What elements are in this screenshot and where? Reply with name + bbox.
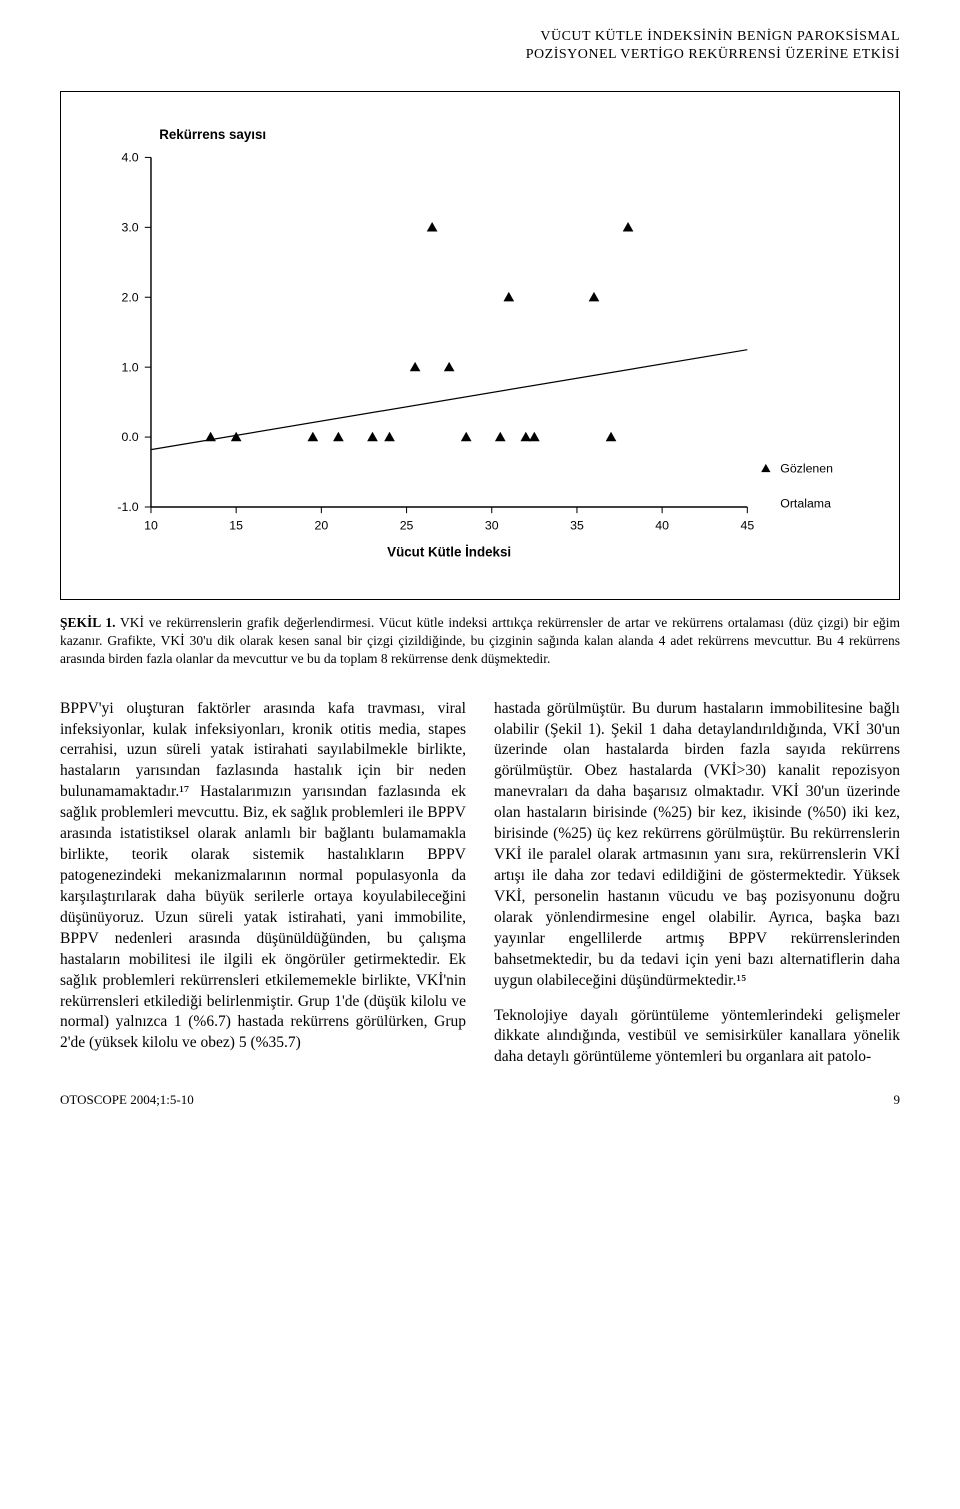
x-tick-label: 30 bbox=[485, 519, 499, 533]
y-tick-label: 4.0 bbox=[121, 151, 138, 165]
x-tick-label: 25 bbox=[400, 519, 414, 533]
running-head-line2: POZİSYONEL VERTİGO REKÜRRENSİ ÜZERİNE ET… bbox=[526, 47, 900, 62]
scatter-chart: Rekürrens sayısı -1.0 0.0 1.0 2.0 3.0 4.0 10 15 2… bbox=[79, 106, 881, 579]
footer-left: OTOSCOPE 2004;1:5-10 bbox=[60, 1092, 194, 1108]
y-tick-label: -1.0 bbox=[117, 500, 138, 514]
legend-observed: Gözlenen bbox=[780, 462, 833, 476]
legend-mean: Ortalama bbox=[780, 497, 831, 511]
running-head: VÜCUT KÜTLE İNDEKSİNİN BENİGN PAROKSİSMA… bbox=[60, 28, 900, 63]
body-right-p2: Teknolojiye dayalı görüntüleme yöntemler… bbox=[494, 1006, 900, 1069]
y-tick-label: 1.0 bbox=[121, 360, 138, 374]
body-columns: BPPV'yi oluşturan faktörler arasında kaf… bbox=[60, 699, 900, 1083]
x-tick-label: 40 bbox=[655, 519, 669, 533]
y-tick-label: 3.0 bbox=[121, 220, 138, 234]
body-right-p1: hastada görülmüştür. Bu durum hastaların… bbox=[494, 699, 900, 992]
footer-right: 9 bbox=[894, 1092, 901, 1108]
x-tick-label: 10 bbox=[144, 519, 158, 533]
figure-frame: Rekürrens sayısı -1.0 0.0 1.0 2.0 3.0 4.0 10 15 2… bbox=[60, 91, 900, 600]
x-tick-label: 20 bbox=[315, 519, 329, 533]
y-axis-title: Rekürrens sayısı bbox=[159, 127, 266, 142]
y-tick-label: 0.0 bbox=[121, 430, 138, 444]
column-left: BPPV'yi oluşturan faktörler arasında kaf… bbox=[60, 699, 466, 1083]
footer: OTOSCOPE 2004;1:5-10 9 bbox=[60, 1092, 900, 1108]
figure-caption-label: ŞEKİL 1. bbox=[60, 615, 115, 630]
x-axis-title: Vücut Kütle İndeksi bbox=[387, 544, 511, 559]
figure-caption-text: VKİ ve rekürrenslerin grafik değerlendir… bbox=[60, 615, 900, 666]
x-tick-label: 35 bbox=[570, 519, 584, 533]
running-head-line1: VÜCUT KÜTLE İNDEKSİNİN BENİGN PAROKSİSMA… bbox=[540, 29, 900, 44]
column-right: hastada görülmüştür. Bu durum hastaların… bbox=[494, 699, 900, 1083]
y-tick-label: 2.0 bbox=[121, 290, 138, 304]
x-tick-label: 15 bbox=[229, 519, 243, 533]
body-left-p1: BPPV'yi oluşturan faktörler arasında kaf… bbox=[60, 699, 466, 1055]
x-tick-label: 45 bbox=[740, 519, 754, 533]
figure-caption: ŞEKİL 1. VKİ ve rekürrenslerin grafik de… bbox=[60, 614, 900, 669]
